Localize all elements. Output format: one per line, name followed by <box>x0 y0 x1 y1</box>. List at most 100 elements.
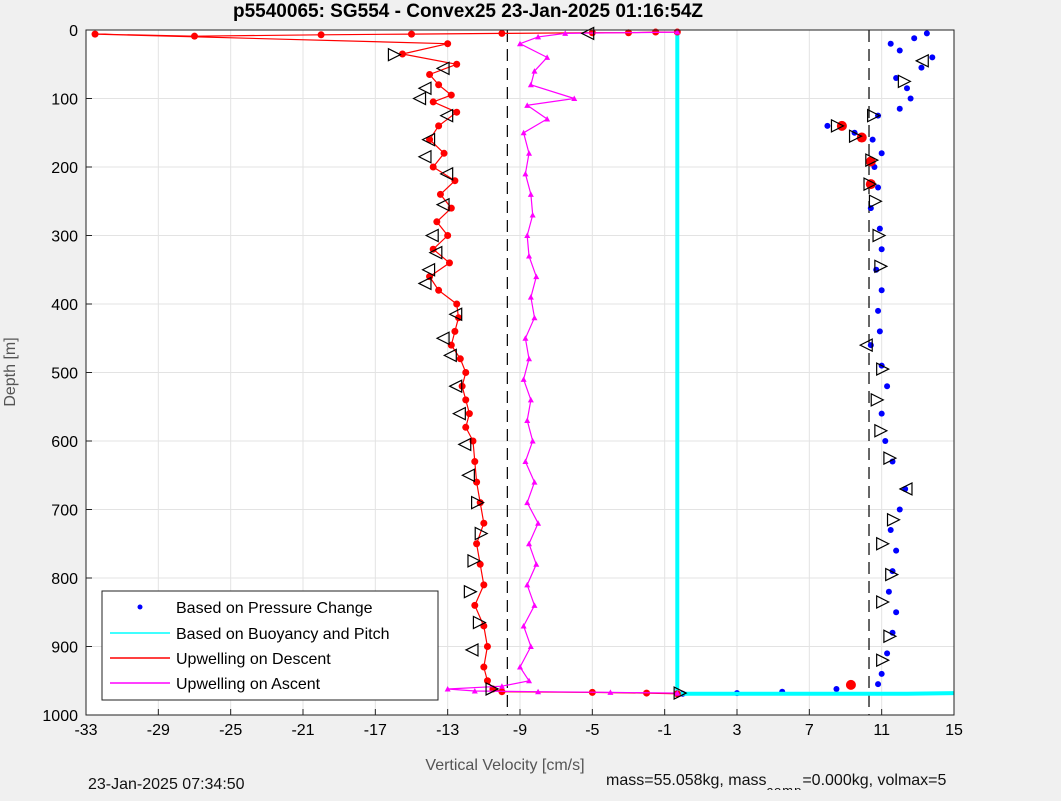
vehicle-marker <box>876 536 891 551</box>
highlight-point <box>865 156 876 167</box>
data-point <box>885 588 892 595</box>
data-point <box>884 650 891 657</box>
data-point <box>483 643 491 650</box>
vehicle-marker <box>876 362 891 377</box>
reference-lines <box>506 30 870 715</box>
vehicle-marker <box>461 468 475 483</box>
vehicle-marker <box>885 567 900 582</box>
vehicle-marker <box>830 118 845 133</box>
vehicle-marker <box>868 194 883 209</box>
data-point <box>408 30 415 38</box>
timestamp-label: 23-Jan-2025 07:34:50 <box>88 776 245 793</box>
data-point <box>453 108 461 116</box>
data-point <box>526 540 533 547</box>
data-point <box>435 81 443 89</box>
vehicle-marker <box>872 228 887 243</box>
data-point <box>896 506 903 513</box>
y-axis-label: Depth [m] <box>2 337 19 406</box>
data-point <box>529 211 536 218</box>
data-point <box>531 479 538 485</box>
x-tick-label: -25 <box>219 722 242 739</box>
vehicle-marker <box>417 276 432 291</box>
y-tick-label: 300 <box>51 229 78 246</box>
vehicle-marker <box>471 495 485 510</box>
data-point <box>429 98 437 106</box>
data-point <box>882 438 889 444</box>
highlight-point <box>865 179 876 190</box>
vehicle-marker <box>474 526 489 541</box>
series-2 <box>91 28 681 698</box>
vehicle-marker <box>428 245 443 260</box>
series-1 <box>675 30 955 696</box>
data-point <box>471 458 479 466</box>
axis-ticks: -33 -29 -25 -21 -17 -13 -9 -5 -1 3 7 11 150100200300… <box>42 23 963 739</box>
series-line <box>675 30 955 696</box>
y-tick-label: 200 <box>51 160 78 177</box>
data-point <box>531 314 538 321</box>
data-point <box>429 245 437 253</box>
data-point <box>896 47 903 54</box>
x-tick-label: -9 <box>513 722 527 739</box>
vehicle-marker <box>876 595 891 609</box>
data-point <box>527 643 534 649</box>
data-point <box>517 40 523 47</box>
data-point <box>524 232 531 238</box>
data-point <box>869 136 876 143</box>
legend-swatch-pressure <box>137 604 143 610</box>
data-point <box>527 396 534 403</box>
data-point <box>462 369 470 376</box>
data-point <box>887 40 894 47</box>
series-3 <box>444 29 681 696</box>
data-point <box>445 259 453 267</box>
data-point <box>520 376 527 382</box>
chart-title: p5540065: SG554 - Convex25 23-Jan-2025 0… <box>233 1 703 22</box>
legend-label-ascent: Upwelling on Ascent <box>176 676 321 693</box>
data-point <box>544 54 551 60</box>
y-tick-label: 1000 <box>42 708 78 725</box>
data-point <box>476 499 484 507</box>
vehicle-marker <box>421 132 436 147</box>
vehicle-marker <box>848 129 863 144</box>
vehicle-marker <box>451 406 466 421</box>
data-point <box>531 602 538 608</box>
x-tick-label: 7 <box>805 722 814 739</box>
x-tick-label: -1 <box>658 722 672 739</box>
data-point <box>824 122 831 129</box>
data-point <box>833 685 840 692</box>
mass-tail: =0.000kg, volmax=5 <box>802 772 947 789</box>
data-point <box>398 50 406 58</box>
data-point <box>867 342 874 349</box>
data-point <box>529 438 536 444</box>
y-tick-label: 700 <box>51 503 78 520</box>
x-tick-label: -21 <box>291 722 314 739</box>
data-point <box>524 581 531 588</box>
x-tick-label: -13 <box>436 722 459 739</box>
data-point <box>911 35 918 42</box>
data-point <box>435 286 443 294</box>
legend-box <box>101 590 439 701</box>
x-tick-label: 11 <box>873 722 890 739</box>
data-point <box>923 30 930 37</box>
legend-label-descent: Upwelling on Descent <box>176 651 331 668</box>
vehicle-marker <box>883 451 898 466</box>
data-point <box>520 129 527 136</box>
vehicle-marker <box>883 629 898 644</box>
data-point <box>426 71 434 79</box>
data-point <box>435 122 443 130</box>
data-point <box>498 29 506 37</box>
data-point <box>887 527 894 534</box>
vehicle-marker <box>867 108 881 123</box>
data-point <box>875 307 882 314</box>
data-point <box>522 458 529 465</box>
vehicle-marker <box>897 74 912 89</box>
vehicle-marker <box>863 177 878 192</box>
highlight-point <box>845 679 856 690</box>
vehicle-marker <box>870 392 885 407</box>
data-point <box>456 355 464 363</box>
data-point <box>429 163 437 171</box>
y-tick-label: 800 <box>51 571 78 588</box>
data-point <box>893 609 900 616</box>
x-tick-label: -5 <box>585 722 599 739</box>
legend-label-pressure: Based on Pressure Change <box>176 600 373 617</box>
